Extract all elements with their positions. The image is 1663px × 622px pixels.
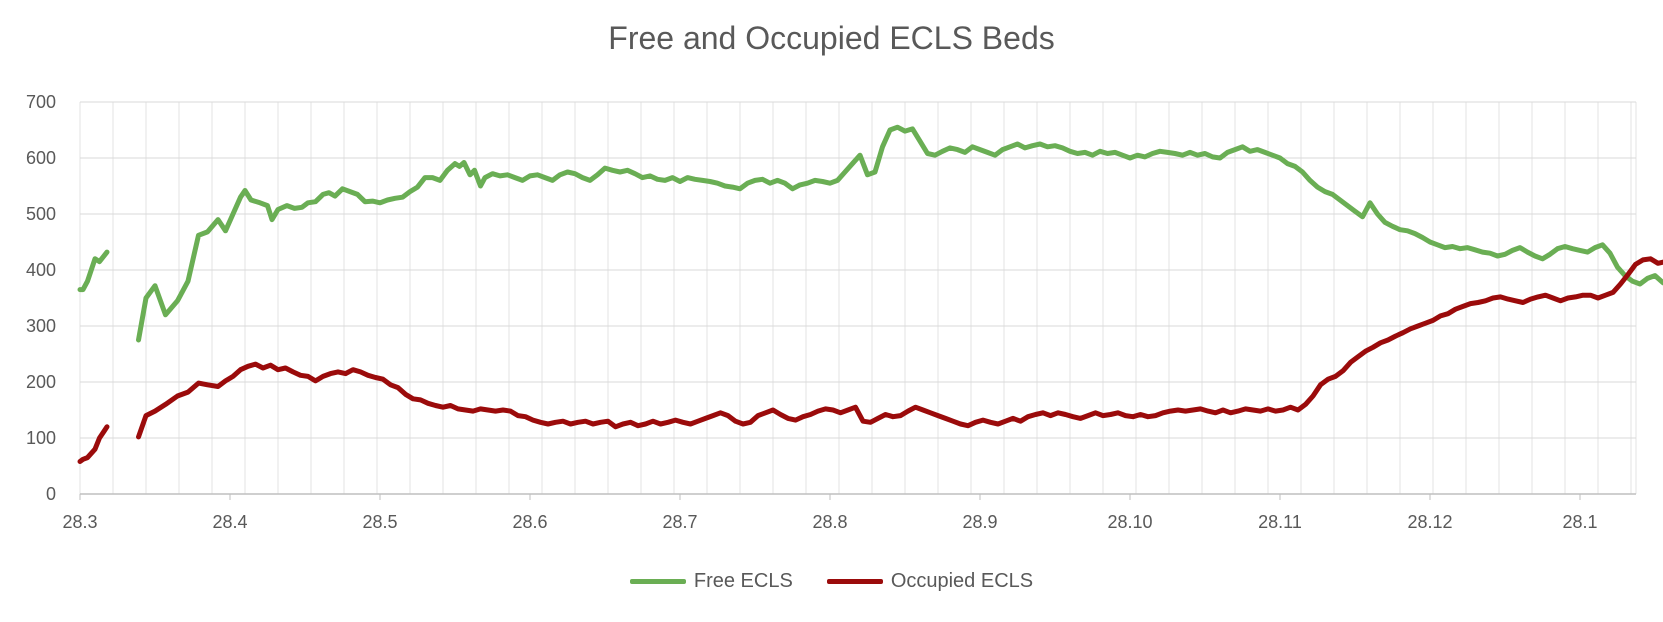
- gridlines: [79, 101, 1637, 495]
- series-line-segment: [136, 124, 1663, 343]
- series-lines: [77, 124, 1663, 464]
- legend-swatch: [826, 579, 883, 584]
- x-tick-label: 28.3: [62, 512, 97, 532]
- x-tick-label: 28.5: [362, 512, 397, 532]
- series-occupied-ecls: [77, 256, 1663, 464]
- y-tick-label: 0: [46, 484, 56, 504]
- x-tick-label: 28.6: [512, 512, 547, 532]
- series-line-segment: [136, 256, 1663, 440]
- series-line-segment: [77, 249, 110, 293]
- axes: 0 100 200 300 400 500 600 700 28.3 28.4 28.5 28.6 28…: [26, 92, 1598, 532]
- x-tick-label: 28.1: [1562, 512, 1597, 532]
- legend-item: Free ECLS: [629, 570, 793, 593]
- y-tick-label: 500: [26, 204, 56, 224]
- legend-item: Occupied ECLS: [826, 570, 1034, 593]
- x-tick-label: 28.4: [212, 512, 247, 532]
- x-tick-label: 28.11: [1258, 512, 1302, 532]
- legend: Free ECLS Occupied ECLS: [0, 570, 1663, 593]
- series-free-ecls: [77, 124, 1663, 343]
- y-tick-label: 400: [26, 260, 56, 280]
- x-tick-label: 28.10: [1107, 512, 1152, 532]
- y-tick-label: 100: [26, 428, 56, 448]
- chart-title: Free and Occupied ECLS Beds: [608, 20, 1055, 56]
- y-tick-label: 700: [26, 92, 56, 112]
- x-tick-label: 28.7: [662, 512, 697, 532]
- legend-label: Free ECLS: [693, 570, 793, 592]
- y-tick-label: 600: [26, 148, 56, 168]
- legend-swatch: [629, 579, 686, 584]
- y-tick-label: 200: [26, 372, 56, 392]
- y-tick-label: 300: [26, 316, 56, 336]
- series-line-segment: [77, 424, 110, 464]
- legend-label: Occupied ECLS: [890, 570, 1034, 592]
- x-tick-label: 28.12: [1407, 512, 1452, 532]
- x-tick-label: 28.8: [812, 512, 847, 532]
- x-tick-label: 28.9: [962, 512, 997, 532]
